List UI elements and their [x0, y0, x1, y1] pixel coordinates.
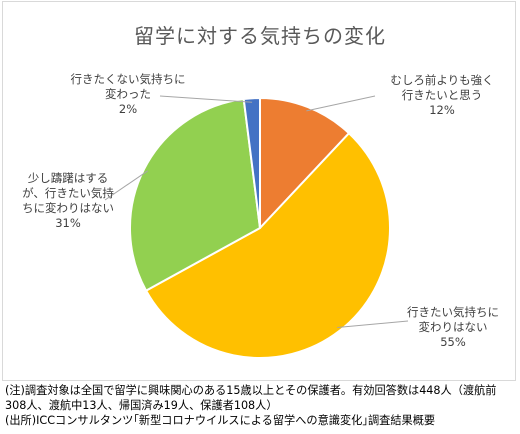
- slice-label-line: ちに変わりはない: [22, 201, 114, 215]
- slice-label-line: むしろ前よりも強く: [390, 73, 494, 87]
- pie-slice: [242, 96, 261, 229]
- chart-notes: (注)調査対象は全国で留学に興味関心のある15歳以上とその保護者。有効回答数は4…: [5, 383, 517, 428]
- slice-label-strong: むしろ前よりも強く 行きたいと思う 12%: [362, 73, 520, 118]
- chart-title: 留学に対する気持ちの変化: [134, 24, 386, 48]
- slice-label-not-wanting: 行きたくない気持ちに 変わった 2%: [58, 72, 198, 117]
- pie-slice: [129, 97, 262, 292]
- slice-label-line: 変わりはない: [418, 320, 488, 334]
- slice-label-line: 行きたいと思う: [401, 88, 483, 102]
- slice-label-hesitant: 少し躊躇はする が、行きたい気持 ちに変わりはない 31%: [8, 171, 128, 231]
- pie-slice: [144, 131, 391, 359]
- slice-label-line: 少し躊躇はする: [27, 171, 109, 185]
- slice-value-label: 55%: [440, 335, 466, 349]
- slice-label-line: が、行きたい気持: [22, 186, 114, 200]
- slice-label-unchanged: 行きたい気持ちに 変わりはない 55%: [388, 305, 518, 350]
- slice-label-line: 行きたくない気持ちに: [70, 72, 186, 86]
- note-line: (出所)ICCコンサルタンツ｢新型コロナウイルスによる留学への意識変化｣調査結果…: [5, 414, 436, 427]
- note-line: 308人、渡航中13人、帰国済み19人、保護者108人）: [5, 399, 278, 412]
- slice-value-label: 12%: [429, 103, 455, 117]
- note-line: (注)調査対象は全国で留学に興味関心のある15歳以上とその保護者。有効回答数は4…: [5, 384, 497, 397]
- leader-line: [104, 170, 149, 201]
- leader-line: [159, 95, 253, 103]
- chart-frame: [2, 1, 516, 381]
- slice-value-label: 2%: [118, 102, 138, 116]
- leader-line: [337, 320, 409, 329]
- slice-label-line: 変わった: [105, 87, 151, 101]
- pie-slice: [259, 96, 351, 231]
- slice-value-label: 31%: [55, 216, 81, 230]
- slice-label-line: 行きたい気持ちに: [407, 305, 499, 319]
- leader-line: [306, 95, 376, 112]
